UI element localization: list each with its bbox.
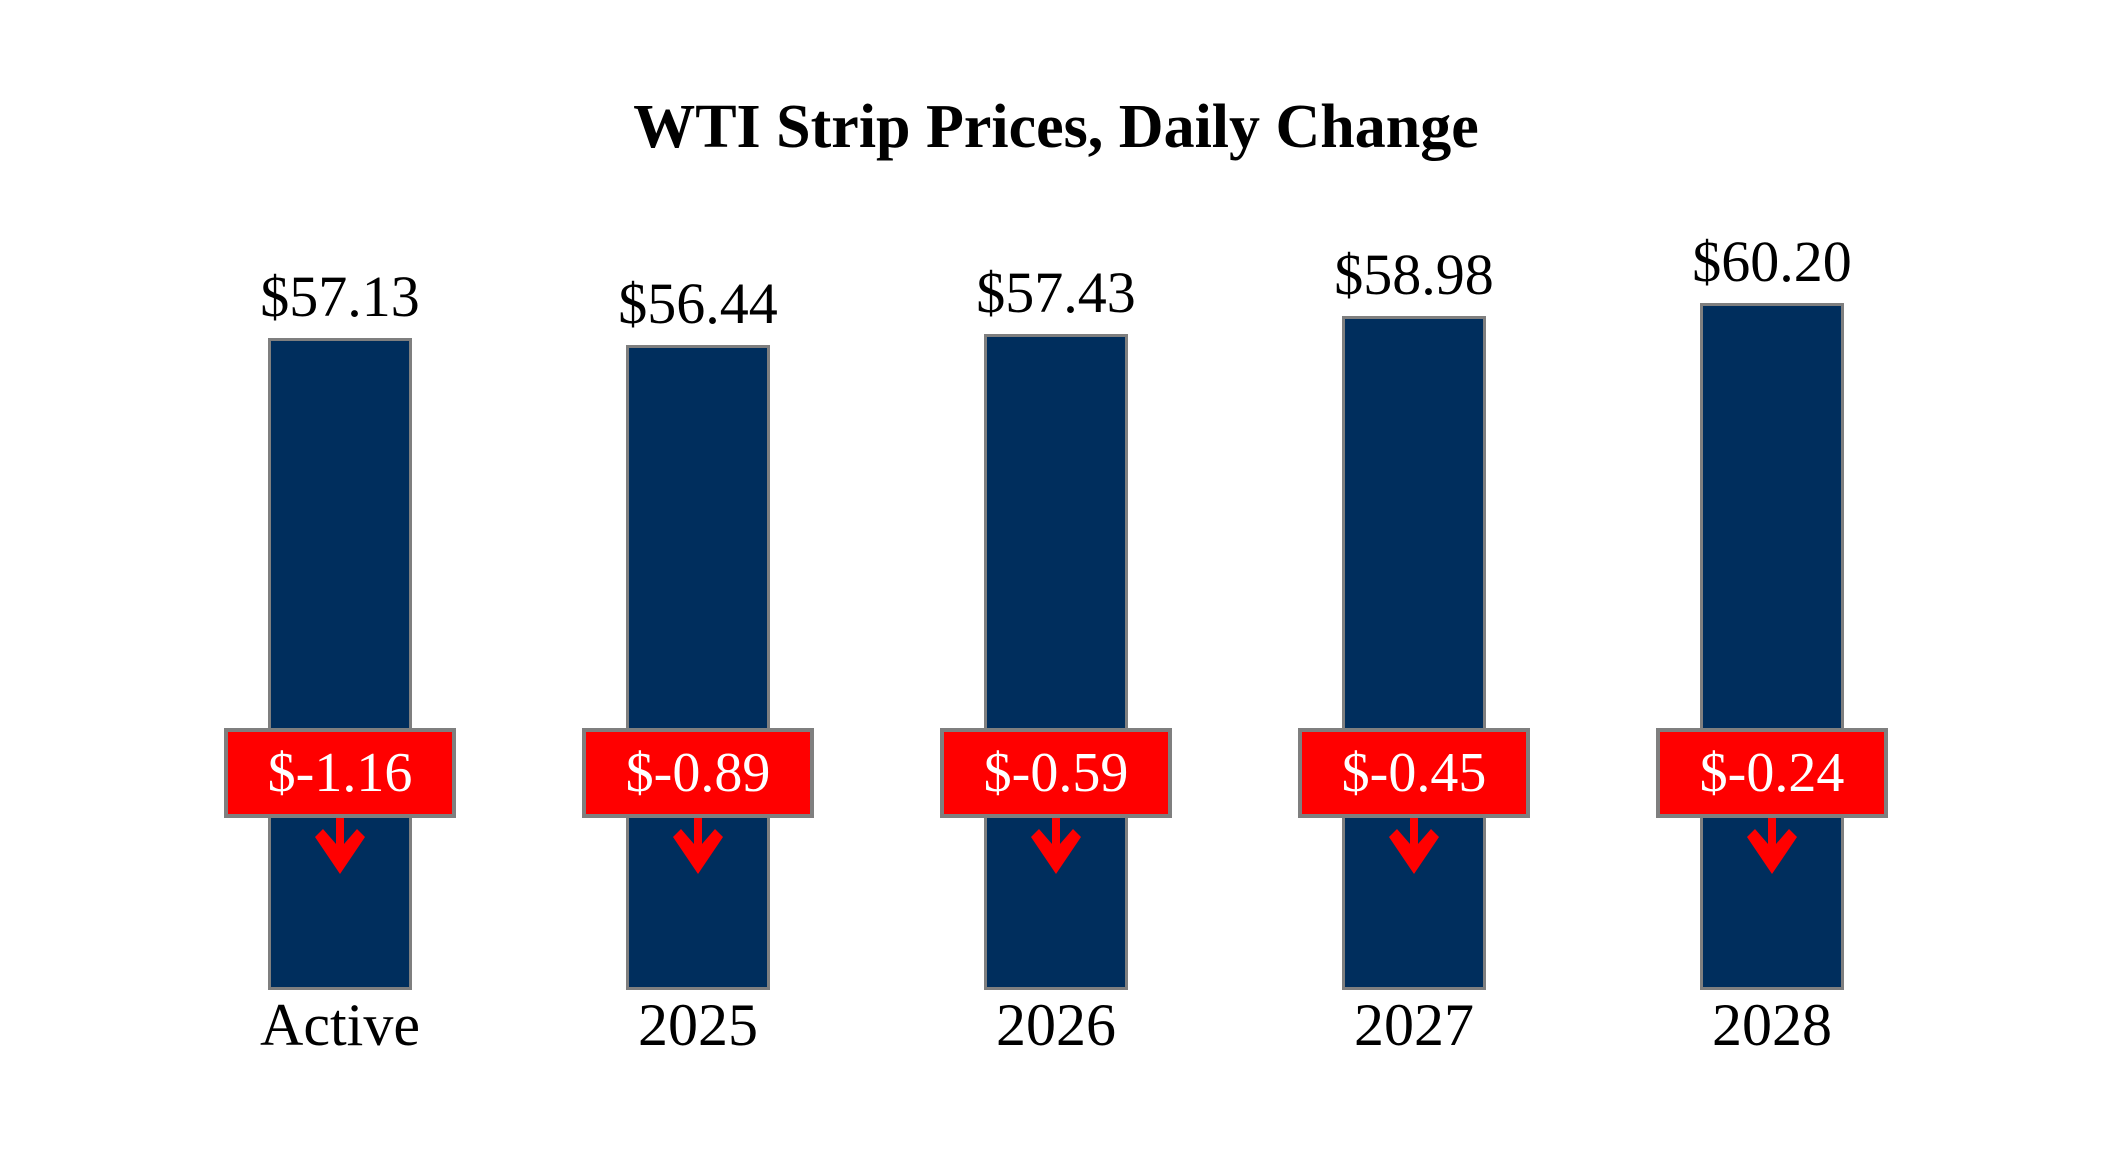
down-arrow-icon [673,818,723,874]
price-bar [984,334,1128,990]
category-label: Active [260,992,420,1058]
bar-group: $58.98 $-0.45 2027 [1235,0,1593,1152]
price-label: $57.43 [976,260,1136,325]
chart-title: WTI Strip Prices, Daily Change [633,93,1479,161]
daily-change-badge: $-1.16 [224,728,456,818]
price-bar [1700,303,1844,990]
daily-change-value: $-0.59 [983,742,1129,804]
price-label: $60.20 [1692,229,1852,294]
daily-change-badge: $-0.45 [1298,728,1530,818]
daily-change-value: $-0.89 [625,742,771,804]
daily-change-badge: $-0.89 [582,728,814,818]
down-arrow-icon [1389,818,1439,874]
daily-change-badge: $-0.24 [1656,728,1888,818]
daily-change-value: $-0.45 [1341,742,1487,804]
plot-area: $57.13 $-1.16 Active $56.44 $-0.89 2025 … [161,0,1951,1152]
category-label: 2027 [1354,992,1474,1058]
category-label: 2028 [1712,992,1832,1058]
price-label: $56.44 [618,271,778,336]
daily-change-value: $-1.16 [267,742,413,804]
daily-change-badge: $-0.59 [940,728,1172,818]
daily-change-value: $-0.24 [1699,742,1845,804]
price-bar [1342,316,1486,990]
bar-group: $57.13 $-1.16 Active [161,0,519,1152]
category-label: 2026 [996,992,1116,1058]
bar-group: $56.44 $-0.89 2025 [519,0,877,1152]
category-label: 2025 [638,992,758,1058]
down-arrow-icon [1747,818,1797,874]
price-bar [626,345,770,990]
down-arrow-icon [1031,818,1081,874]
bar-group: $60.20 $-0.24 2028 [1593,0,1951,1152]
price-bar [268,338,412,990]
down-arrow-icon [315,818,365,874]
price-label: $57.13 [260,264,420,329]
bar-group: $57.43 $-0.59 2026 [877,0,1235,1152]
price-label: $58.98 [1334,242,1494,307]
